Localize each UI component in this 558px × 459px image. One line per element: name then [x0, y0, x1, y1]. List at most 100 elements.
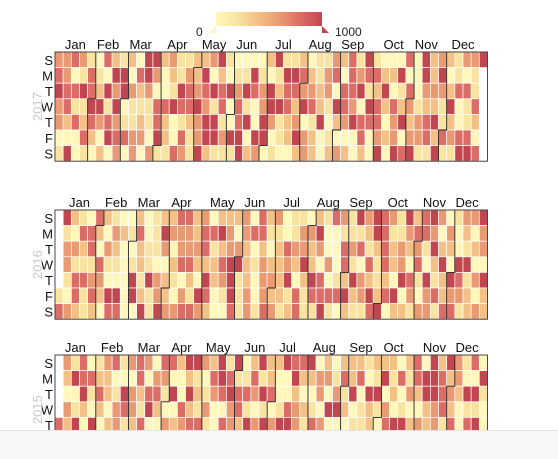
- day-cell: [87, 370, 97, 387]
- day-cell: [438, 287, 448, 304]
- day-cell: [405, 354, 415, 371]
- day-cell: [446, 209, 456, 226]
- day-cell: [478, 225, 488, 242]
- day-cell: [62, 129, 72, 146]
- day-cell: [177, 272, 186, 289]
- day-cell: [70, 256, 80, 273]
- day-cell: [307, 354, 317, 371]
- day-cell: [340, 272, 350, 289]
- year-panel-2015: Jan Feb Mar Apr May Jun Jul Aug Sep Oct Nov DecSMTW…: [30, 340, 488, 430]
- day-cell: [209, 240, 219, 258]
- day-cell: [405, 240, 415, 258]
- day-cell: [70, 98, 80, 115]
- day-cell: [242, 256, 252, 273]
- day-cell: [372, 67, 382, 84]
- day-cell: [381, 354, 390, 371]
- day-cell: [201, 240, 211, 258]
- colorbar-min-label: 0: [196, 25, 203, 39]
- day-cell: [136, 354, 146, 371]
- day-cell: [299, 287, 309, 304]
- day-cell: [54, 303, 64, 320]
- day-cell: [356, 240, 366, 258]
- day-cell: [119, 303, 129, 320]
- day-cell: [291, 240, 301, 258]
- day-cell: [193, 51, 203, 68]
- weekday-label: T: [45, 84, 53, 99]
- day-cell: [226, 98, 235, 115]
- day-cell: [136, 67, 146, 84]
- day-cell: [250, 145, 260, 162]
- day-cell: [381, 129, 390, 146]
- day-cell: [103, 67, 113, 84]
- day-cell: [323, 370, 333, 387]
- day-cell: [372, 129, 382, 146]
- day-cell: [397, 385, 407, 403]
- day-cell: [144, 145, 154, 162]
- day-cell: [258, 240, 268, 258]
- day-cell: [470, 51, 480, 68]
- day-cell: [332, 225, 341, 242]
- day-cell: [242, 82, 252, 100]
- day-cell: [111, 145, 121, 162]
- weekday-label: F: [45, 131, 53, 146]
- day-cell: [430, 370, 439, 387]
- day-cell: [478, 272, 488, 289]
- month-boundary: [258, 52, 268, 162]
- day-cell: [430, 82, 439, 100]
- day-cell: [454, 82, 464, 100]
- day-cell: [111, 256, 121, 273]
- day-cell: [128, 82, 137, 100]
- day-cell: [348, 287, 358, 304]
- day-cell: [397, 303, 407, 320]
- day-cell: [364, 82, 374, 100]
- day-cell: [356, 287, 366, 304]
- day-cell: [70, 354, 80, 371]
- day-cell: [79, 354, 88, 371]
- day-cell: [283, 417, 292, 430]
- day-cell: [299, 240, 309, 258]
- day-cell: [160, 209, 170, 226]
- day-cell: [144, 287, 154, 304]
- day-cell: [209, 370, 219, 387]
- day-cell: [274, 129, 284, 146]
- month-label: Dec: [456, 195, 480, 210]
- day-cell: [454, 272, 464, 289]
- day-cell: [79, 303, 88, 320]
- day-cell: [397, 129, 407, 146]
- day-cell: [397, 82, 407, 100]
- day-cell: [413, 417, 423, 430]
- day-cell: [389, 209, 399, 226]
- day-cell: [478, 209, 488, 226]
- day-cell: [421, 145, 431, 162]
- day-cell: [413, 67, 423, 84]
- day-cell: [168, 370, 178, 387]
- day-cell: [234, 145, 244, 162]
- day-cell: [462, 114, 472, 131]
- day-cell: [217, 401, 227, 418]
- day-cell: [201, 401, 211, 418]
- day-cell: [470, 82, 480, 100]
- day-cell: [193, 225, 203, 242]
- day-cell: [177, 256, 186, 273]
- day-cell: [168, 51, 178, 68]
- day-cell: [446, 272, 456, 289]
- day-cell: [421, 209, 431, 226]
- weekday-label: T: [45, 387, 53, 402]
- day-cell: [152, 145, 162, 162]
- day-cell: [234, 272, 244, 289]
- day-cell: [381, 225, 390, 242]
- day-cell: [348, 67, 358, 84]
- day-cell: [144, 98, 154, 115]
- day-cell: [250, 370, 260, 387]
- day-cell: [430, 401, 439, 418]
- day-cell: [111, 114, 121, 131]
- month-label: Jul: [279, 340, 296, 355]
- day-cell: [136, 272, 146, 289]
- day-cell: [274, 98, 284, 115]
- day-cell: [111, 287, 121, 304]
- day-cell: [250, 303, 260, 320]
- day-cell: [470, 256, 480, 273]
- year-panels: Jan Feb Mar Apr May Jun Jul Aug Sep Oct Nov DecSMTW…: [30, 37, 488, 430]
- day-cell: [405, 272, 415, 289]
- day-cell: [389, 354, 399, 371]
